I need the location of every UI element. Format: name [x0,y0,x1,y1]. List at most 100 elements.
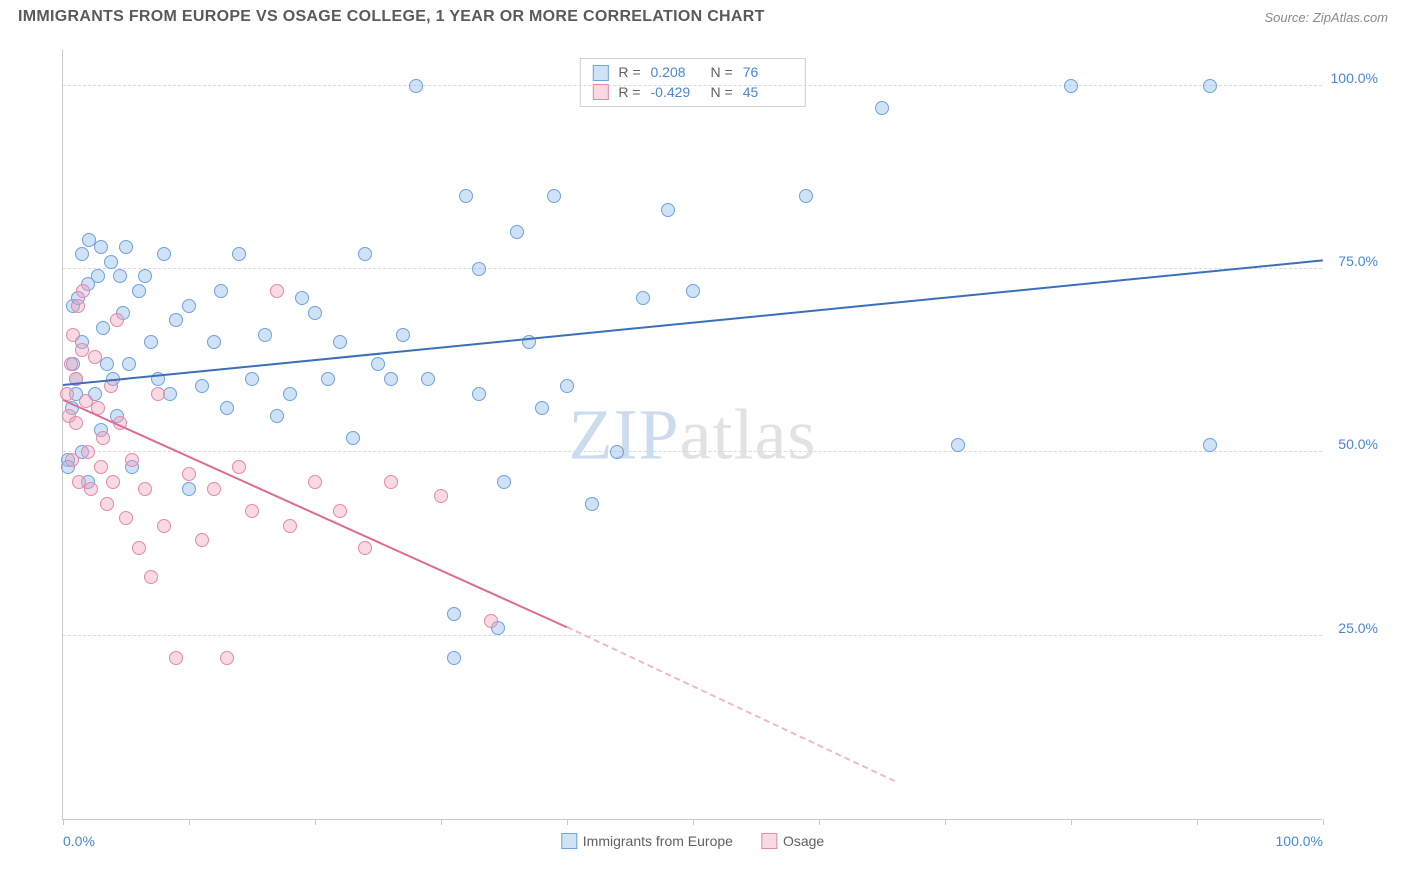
scatter-point [157,519,171,533]
gridline [63,451,1322,452]
scatter-point [384,475,398,489]
scatter-point [547,189,561,203]
x-tick-label: 0.0% [63,833,95,849]
chart-header: IMMIGRANTS FROM EUROPE VS OSAGE COLLEGE,… [0,0,1406,32]
scatter-point [132,284,146,298]
scatter-point [163,387,177,401]
scatter-point [497,475,511,489]
scatter-point [66,328,80,342]
watermark-part1: ZIP [569,394,680,474]
scatter-point [182,299,196,313]
scatter-point [245,504,259,518]
scatter-point [75,247,89,261]
scatter-point [447,651,461,665]
scatter-point [283,519,297,533]
scatter-point [144,570,158,584]
scatter-point [106,475,120,489]
scatter-point [169,651,183,665]
scatter-point [951,438,965,452]
trend-line [63,259,1323,386]
scatter-point [333,335,347,349]
scatter-point [270,409,284,423]
scatter-point [81,445,95,459]
scatter-point [195,533,209,547]
x-tick [945,819,946,825]
scatter-point [132,541,146,555]
y-tick-label: 25.0% [1338,620,1378,636]
scatter-point [1203,438,1217,452]
scatter-point [510,225,524,239]
scatter-point [358,541,372,555]
scatter-point [1203,79,1217,93]
scatter-point [283,387,297,401]
legend-label: Osage [783,833,824,849]
x-tick [189,819,190,825]
x-tick [819,819,820,825]
scatter-point [421,372,435,386]
scatter-point [157,247,171,261]
scatter-point [138,482,152,496]
scatter-point [232,460,246,474]
scatter-point [94,240,108,254]
r-label: R = [618,63,640,83]
scatter-point [661,203,675,217]
scatter-point [60,387,74,401]
correlation-legend-row: R = 0.208 N = 76 [592,63,792,83]
x-tick [1323,819,1324,825]
scatter-point [84,482,98,496]
scatter-point [384,372,398,386]
scatter-point [409,79,423,93]
scatter-point [585,497,599,511]
scatter-point [686,284,700,298]
legend-item: Osage [761,833,824,849]
scatter-point [119,240,133,254]
y-tick-label: 75.0% [1338,253,1378,269]
legend-item: Immigrants from Europe [561,833,733,849]
n-value: 76 [743,63,793,83]
scatter-point [207,335,221,349]
x-tick [63,819,64,825]
scatter-point [64,357,78,371]
n-label: N = [711,63,733,83]
scatter-point [182,467,196,481]
gridline [63,85,1322,86]
scatter-point [321,372,335,386]
scatter-plot: ZIPatlas R =0.208N =76R =-0.429N =45 Imm… [62,50,1322,820]
x-tick [315,819,316,825]
scatter-point [308,306,322,320]
y-tick-label: 50.0% [1338,436,1378,452]
chart-container: College, 1 year or more ZIPatlas R =0.20… [18,40,1388,874]
scatter-point [88,350,102,364]
scatter-point [447,607,461,621]
trend-line [63,399,568,628]
scatter-point [636,291,650,305]
scatter-point [65,453,79,467]
correlation-legend: R =0.208N =76R =-0.429N =45 [579,58,805,107]
scatter-point [125,453,139,467]
scatter-point [333,504,347,518]
scatter-point [459,189,473,203]
x-tick [693,819,694,825]
scatter-point [1064,79,1078,93]
scatter-point [610,445,624,459]
scatter-point [371,357,385,371]
scatter-point [122,357,136,371]
scatter-point [144,335,158,349]
r-value: 0.208 [651,63,701,83]
scatter-point [295,291,309,305]
scatter-point [113,269,127,283]
scatter-point [69,416,83,430]
scatter-point [182,482,196,496]
scatter-point [245,372,259,386]
scatter-point [71,299,85,313]
legend-swatch [561,833,577,849]
scatter-point [308,475,322,489]
x-tick [1071,819,1072,825]
x-tick [1197,819,1198,825]
scatter-point [396,328,410,342]
series-legend: Immigrants from Europe Osage [561,833,824,849]
scatter-point [472,387,486,401]
chart-title: IMMIGRANTS FROM EUROPE VS OSAGE COLLEGE,… [18,8,765,26]
scatter-point [472,262,486,276]
scatter-point [220,401,234,415]
